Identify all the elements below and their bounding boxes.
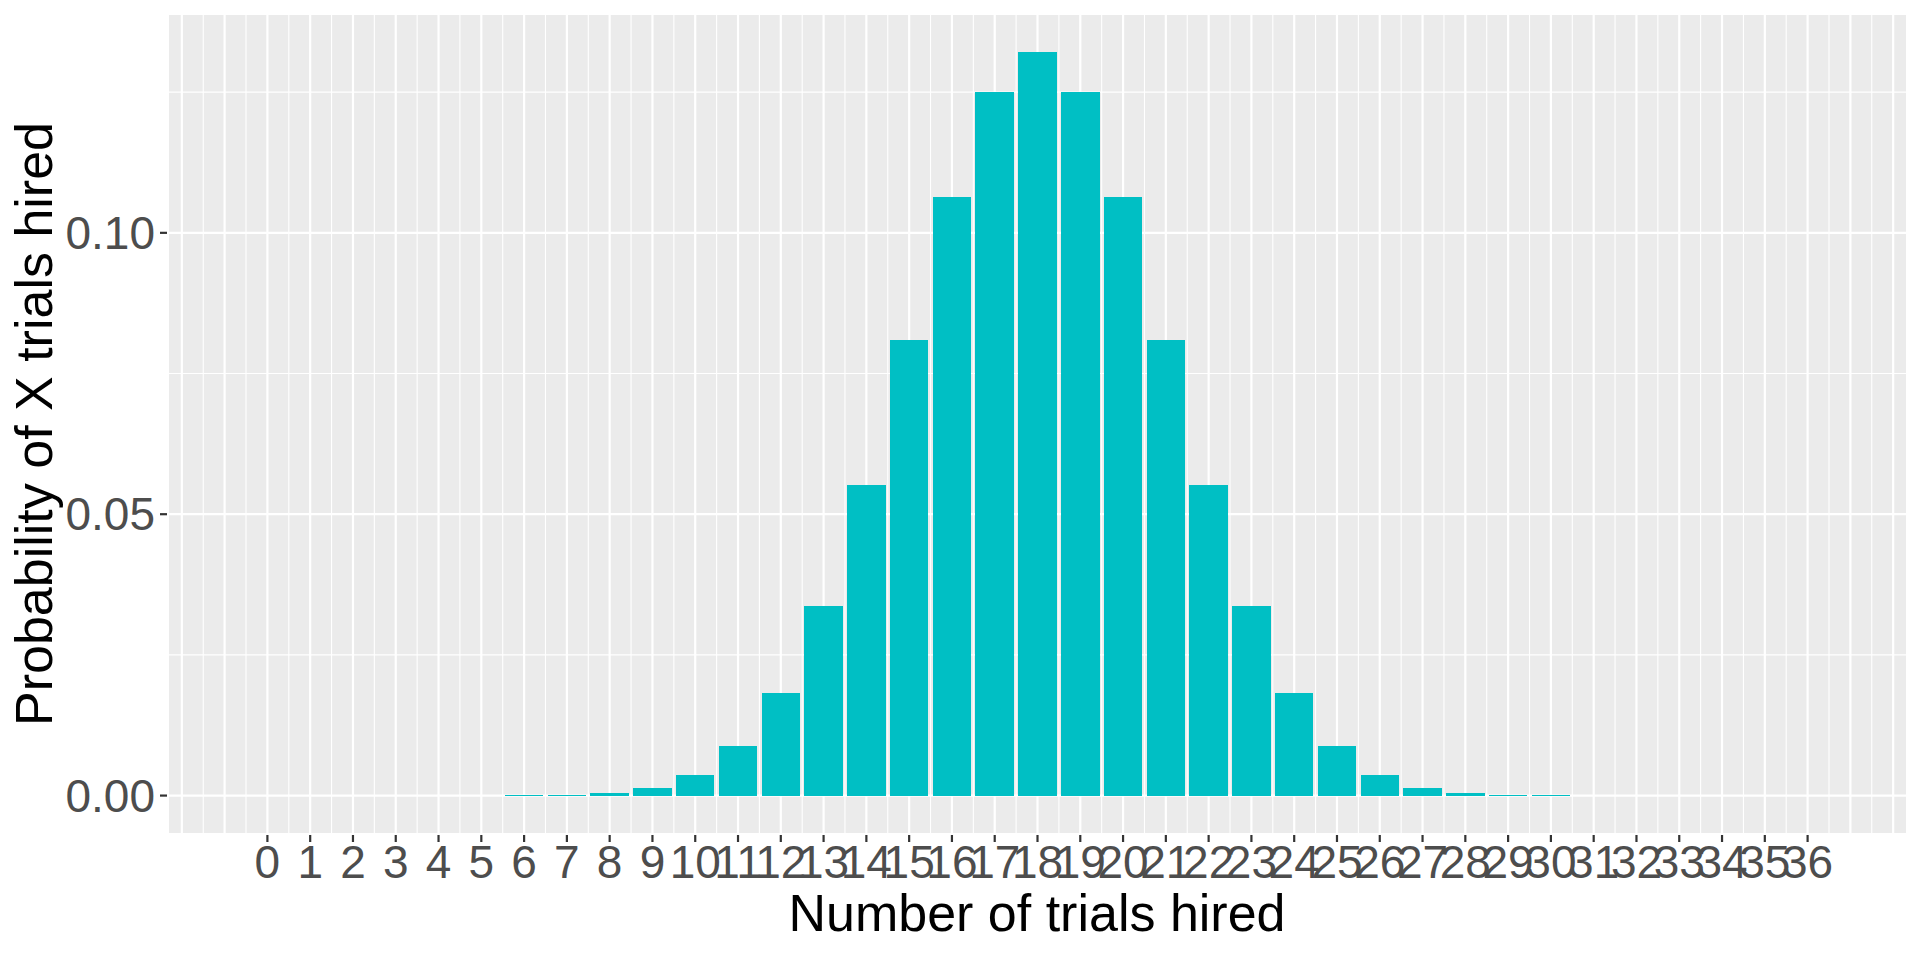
- bar-x25: [1318, 746, 1357, 795]
- y-tick-label: 0.10: [65, 207, 155, 259]
- x-tick-label: 4: [426, 836, 452, 888]
- bar-x12: [762, 693, 801, 795]
- bar-x29: [1489, 795, 1528, 796]
- x-tick-label: 5: [469, 836, 495, 888]
- bar-x7: [548, 795, 587, 796]
- bar-x9: [633, 788, 672, 796]
- bar-x21: [1147, 340, 1186, 796]
- bar-x26: [1361, 775, 1400, 796]
- x-tick-label: 8: [597, 836, 623, 888]
- bar-x15: [890, 340, 929, 796]
- bar-x17: [975, 92, 1014, 796]
- x-tick-label: 3: [383, 836, 409, 888]
- bar-x16: [933, 197, 972, 795]
- bar-x23: [1232, 606, 1271, 795]
- y-tick-label: 0.00: [65, 770, 155, 822]
- bar-x19: [1061, 92, 1100, 796]
- bar-x27: [1403, 788, 1442, 796]
- bar-x13: [804, 606, 843, 795]
- x-tick-label: 6: [511, 836, 537, 888]
- bar-x28: [1446, 793, 1485, 795]
- bar-x10: [676, 775, 715, 796]
- x-tick-label: 1: [297, 836, 323, 888]
- bar-x8: [590, 793, 629, 795]
- bar-x18: [1018, 52, 1057, 795]
- x-axis-title: Number of trials hired: [788, 884, 1285, 942]
- x-tick-label: 7: [554, 836, 580, 888]
- y-tick-label: 0.05: [65, 488, 155, 540]
- x-tick-label: 0: [255, 836, 281, 888]
- bar-x11: [719, 746, 758, 795]
- bar-x22: [1189, 485, 1228, 796]
- bar-x20: [1104, 197, 1143, 795]
- bar-x14: [847, 485, 886, 796]
- x-tick-label: 9: [640, 836, 666, 888]
- y-axis-title: Probability of X trials hired: [5, 122, 63, 726]
- x-tick-label: 36: [1782, 836, 1833, 888]
- plot-canvas: 0.000.050.100123456789101112131415161718…: [0, 0, 1920, 960]
- probability-bar-chart: 0.000.050.100123456789101112131415161718…: [0, 0, 1920, 960]
- bar-x24: [1275, 693, 1314, 795]
- x-tick-label: 2: [340, 836, 366, 888]
